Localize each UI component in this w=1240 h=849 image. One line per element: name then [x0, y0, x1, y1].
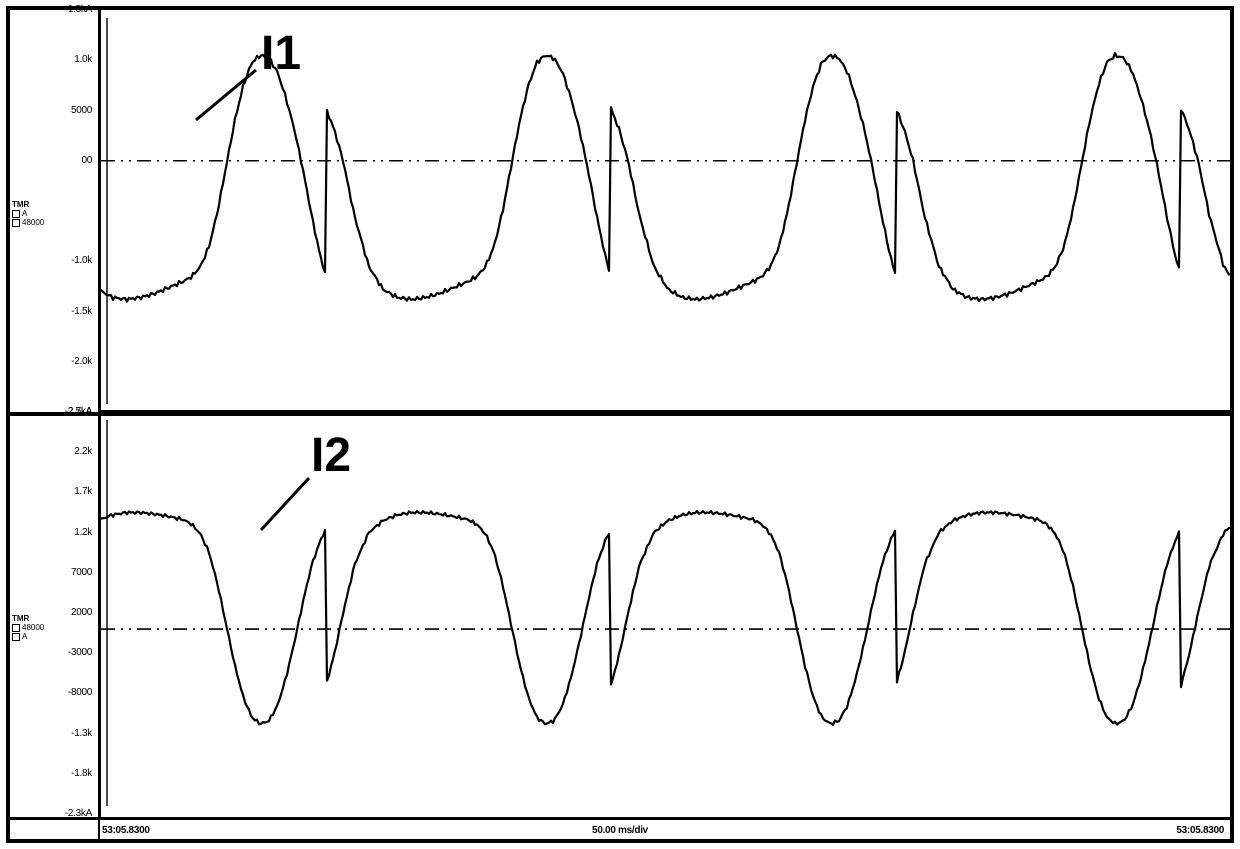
- ytick-label: 1.2k: [10, 528, 92, 538]
- time-axis-footer: 53:05.8300 50.00 ms/div 53:05.8300: [10, 817, 1230, 839]
- ytick-label: -1.0k: [10, 256, 92, 266]
- ytick-label: 5000: [10, 106, 92, 116]
- plot-column: I1 I2: [98, 10, 1230, 839]
- ytick-label: 7000: [10, 568, 92, 578]
- ytick-label: -2.0k: [10, 357, 92, 367]
- ytick-label: -8000: [10, 688, 92, 698]
- ytick-label: -3000: [10, 648, 92, 658]
- ytick-label: 1.0k: [10, 55, 92, 65]
- ytick-label: -1.8k: [10, 769, 92, 779]
- trace-annotation-I2: I2: [311, 429, 351, 482]
- waveform-plot-svg: I1 I2: [101, 10, 1230, 839]
- time-end-label: 53:05.8300: [1176, 825, 1224, 836]
- time-scale-label: 50.00 ms/div: [592, 825, 648, 836]
- ytick-label: -1.3k: [10, 729, 92, 739]
- oscilloscope-frame: 1.5kA1.0k500000-5000-1.0k-1.5k-2.0k-2.5k…: [6, 6, 1234, 843]
- ytick-label: -1.5k: [10, 307, 92, 317]
- panel-legend: TMRA48000: [12, 201, 94, 228]
- time-start-label: 53:05.8300: [102, 825, 150, 836]
- ytick-label: 00: [10, 156, 92, 166]
- trace-annotation-I1: I1: [261, 27, 301, 80]
- ytick-label: 2.2k: [10, 447, 92, 457]
- ytick-label: 1.5kA: [10, 5, 92, 15]
- panel-divider: [10, 412, 1230, 416]
- ytick-label: 1.7k: [10, 487, 92, 497]
- footer-start-tick: [98, 817, 106, 839]
- y-axis-label-column: 1.5kA1.0k500000-5000-1.0k-1.5k-2.0k-2.5k…: [10, 10, 98, 839]
- panel-legend: TMR48000A: [12, 615, 94, 642]
